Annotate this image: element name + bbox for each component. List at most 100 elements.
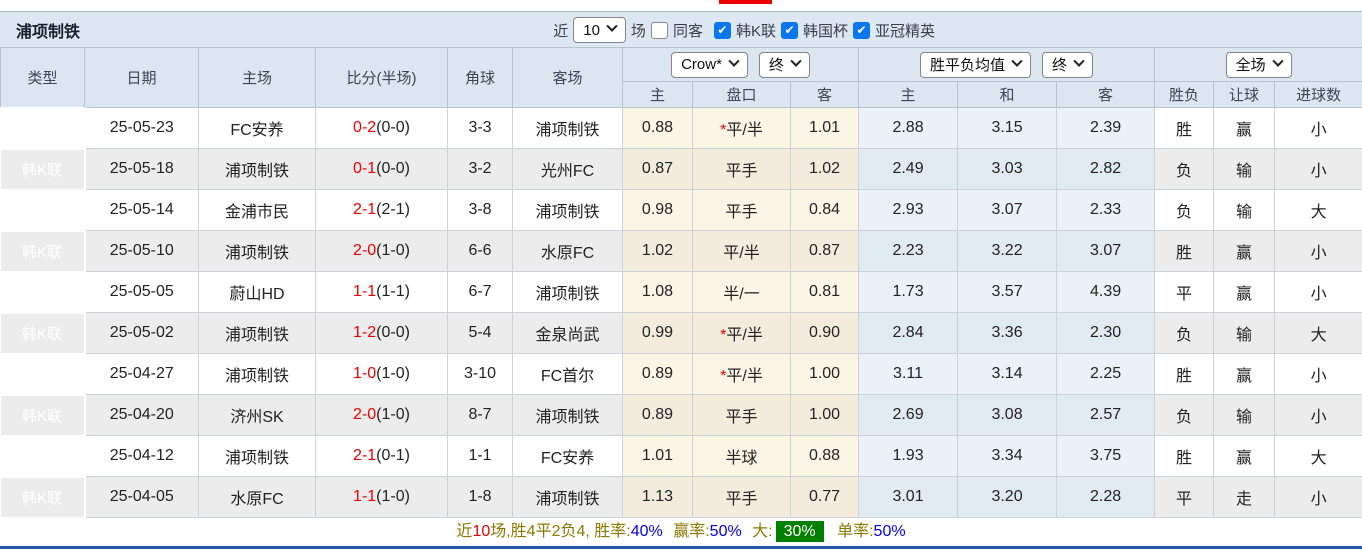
result-cell: 胜	[1154, 353, 1215, 395]
chevron-down-icon	[728, 55, 740, 67]
summary-prefix: 近	[456, 523, 473, 540]
odds-time-select[interactable]: 终	[758, 51, 810, 78]
league-badge: 韩K联	[0, 393, 86, 437]
avg-draw-cell: 3.14	[957, 353, 1058, 395]
handicap-rate-value: 50%	[709, 523, 742, 540]
period-select[interactable]: 全场	[1225, 51, 1292, 78]
home-odds-cell: 0.89	[622, 394, 693, 436]
avg-draw-cell: 3.34	[957, 435, 1058, 477]
col-header-date: 日期	[84, 47, 199, 108]
corner-cell: 5-4	[447, 312, 513, 354]
avg-draw-cell: 3.22	[957, 230, 1058, 272]
handicap-cell: *平/半	[692, 353, 791, 395]
date-cell: 25-04-27	[84, 353, 199, 395]
handicap-cell: 平/半	[692, 230, 791, 272]
score-cell: 1-0(1-0)	[315, 353, 448, 395]
avg-away-cell: 3.07	[1056, 230, 1156, 272]
table-row: 韩K联 25-05-18 浦项制铁 0-1(0-0) 3-2 光州FC 0.87…	[0, 147, 1362, 191]
score-cell: 2-1(2-1)	[315, 189, 448, 231]
away-team-cell: FC安养	[512, 435, 623, 477]
sub-header-result: 胜负	[1154, 81, 1215, 108]
home-team-cell: 浦项制铁	[198, 353, 316, 395]
odds-group-header: Crow* 终	[621, 47, 860, 82]
result-cell: 负	[1154, 312, 1215, 354]
wdl-average-group-header: 胜平负均值 终	[858, 47, 1156, 82]
avg-home-cell: 2.84	[858, 312, 959, 354]
score-cell: 1-1(1-1)	[315, 271, 448, 313]
wdl-time-select[interactable]: 终	[1042, 51, 1094, 78]
handicap-star: *	[720, 122, 727, 139]
win-rate-label: 胜率:	[594, 523, 631, 540]
corner-cell: 6-6	[447, 230, 513, 272]
avg-draw-cell: 3.57	[957, 271, 1058, 313]
table-row: 韩K联 25-04-12 浦项制铁 2-1(0-1) 1-1 FC安养 1.01…	[0, 434, 1362, 478]
acl-elite-checkbox[interactable]: ✔	[852, 21, 870, 39]
avg-draw-cell: 3.20	[957, 476, 1058, 518]
avg-home-cell: 2.23	[858, 230, 959, 272]
odds-company-select[interactable]: Crow*	[671, 51, 748, 78]
sub-header-avg-home: 主	[858, 81, 959, 108]
avg-home-cell: 2.49	[858, 148, 959, 190]
goals-cell: 小	[1274, 230, 1362, 272]
corner-cell: 3-2	[447, 148, 513, 190]
away-odds-cell: 1.01	[789, 107, 860, 149]
sub-header-goals: 进球数	[1274, 81, 1362, 108]
away-team-cell: FC首尔	[512, 353, 623, 395]
date-cell: 25-04-05	[84, 476, 199, 518]
home-odds-cell: 1.01	[622, 435, 693, 477]
score-cell: 1-1(1-0)	[315, 476, 448, 518]
avg-draw-cell: 3.08	[957, 394, 1058, 436]
recent-count-select[interactable]: 10	[573, 17, 626, 43]
date-cell: 25-05-10	[84, 230, 199, 272]
handicap-result-cell: 输	[1213, 312, 1276, 354]
goals-cell: 小	[1274, 476, 1362, 518]
score-cell: 0-1(0-0)	[315, 148, 448, 190]
sub-header-odds-away: 客	[789, 81, 860, 108]
goals-cell: 大	[1274, 435, 1362, 477]
panel-header: 浦项制铁 近 10 场 同客 ✔ 韩K联 ✔ 韩国杯 ✔ 亚冠精英	[0, 11, 1362, 47]
away-odds-cell: 0.88	[789, 435, 860, 477]
corner-cell: 8-7	[447, 394, 513, 436]
table-row: 韩K联 25-04-05 水原FC 1-1(1-0) 1-8 浦项制铁 1.13…	[0, 475, 1362, 519]
away-odds-cell: 1.02	[789, 148, 860, 190]
match-history-table: 类型 日期 主场 比分(半场) 角球 客场 Crow* 终	[0, 47, 1362, 519]
result-group-header: 全场	[1154, 47, 1362, 82]
handicap-result-cell: 赢	[1213, 353, 1276, 395]
acl-elite-label: 亚冠精英	[874, 22, 935, 40]
home-team-cell: 金浦市民	[198, 189, 316, 231]
league-badge: 韩K联	[0, 270, 86, 314]
corner-cell: 3-8	[447, 189, 513, 231]
handicap-result-cell: 输	[1213, 189, 1276, 231]
korean-cup-checkbox[interactable]: ✔	[780, 21, 798, 39]
wdl-average-select[interactable]: 胜平负均值	[920, 51, 1032, 78]
avg-home-cell: 2.69	[858, 394, 959, 436]
avg-away-cell: 3.75	[1056, 435, 1156, 477]
goals-cell: 大	[1274, 312, 1362, 354]
home-team-cell: 浦项制铁	[198, 230, 316, 272]
k-league-checkbox[interactable]: ✔	[713, 21, 731, 39]
away-odds-cell: 1.00	[789, 394, 860, 436]
away-team-cell: 浦项制铁	[512, 394, 623, 436]
goals-cell: 小	[1274, 107, 1362, 149]
away-team-cell: 浦项制铁	[512, 189, 623, 231]
chevron-down-icon	[1073, 55, 1085, 67]
chevron-down-icon	[790, 55, 802, 67]
avg-home-cell: 3.11	[858, 353, 959, 395]
handicap-star: *	[720, 327, 727, 344]
table-row: 韩K联 25-04-20 济州SK 2-0(1-0) 8-7 浦项制铁 0.89…	[0, 393, 1362, 437]
away-team-cell: 光州FC	[512, 148, 623, 190]
games-label: 场	[630, 22, 646, 40]
handicap-cell: 平手	[692, 148, 791, 190]
home-odds-cell: 1.13	[622, 476, 693, 518]
away-team-cell: 水原FC	[512, 230, 623, 272]
home-team-cell: 浦项制铁	[198, 435, 316, 477]
home-odds-cell: 1.08	[622, 271, 693, 313]
corner-cell: 1-1	[447, 435, 513, 477]
avg-away-cell: 2.30	[1056, 312, 1156, 354]
result-cell: 平	[1154, 476, 1215, 518]
date-cell: 25-05-05	[84, 271, 199, 313]
home-odds-cell: 0.99	[622, 312, 693, 354]
same-away-checkbox[interactable]	[650, 21, 668, 39]
league-badge: 韩K联	[0, 229, 86, 273]
